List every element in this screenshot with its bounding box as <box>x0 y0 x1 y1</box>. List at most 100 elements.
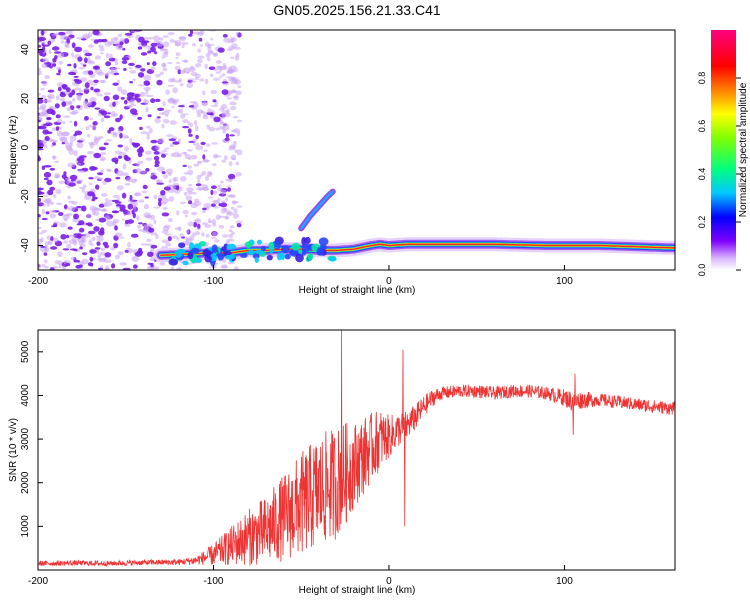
spectrogram-noise-cell <box>178 78 182 83</box>
spectrogram-noise-cell <box>202 210 206 214</box>
spectrogram-noise-cell <box>185 195 193 201</box>
spectrogram-noise-cell <box>116 204 122 207</box>
spectrogram-noise-cell <box>127 210 132 216</box>
spectrogram-noise-cell <box>230 56 235 59</box>
spectrogram-noise-cell <box>42 203 47 207</box>
spectrogram-noise-cell <box>105 214 110 219</box>
spectrogram-noise-cell <box>88 44 94 48</box>
spectrogram-noise-cell <box>79 246 83 250</box>
spectrogram-noise-cell <box>118 155 122 159</box>
spectrogram-noise-cell <box>108 199 113 202</box>
spectrogram-noise-cell <box>182 209 189 215</box>
spectrogram-noise-cell <box>200 141 206 146</box>
spectrogram-noise-cell <box>44 197 52 203</box>
spectrogram-noise-cell <box>128 160 132 164</box>
spectrogram-noise-cell <box>226 185 232 188</box>
spectrogram-noise-cell <box>167 31 175 36</box>
spectrogram-noise-cell <box>46 116 52 121</box>
spectrogram-noise-cell <box>221 159 227 163</box>
colorbar: 0.0 0.2 0.4 0.6 0.8 Normalized spectral ampl… <box>697 30 749 276</box>
spectrogram-noise-cell <box>150 244 158 249</box>
spectrogram-noise-cell <box>60 234 67 240</box>
spectrogram-noise-cell <box>57 86 62 92</box>
spectrogram-noise-cell <box>145 94 154 98</box>
spectrogram-noise-cell <box>38 92 42 96</box>
spectrogram-noise-cell <box>163 174 169 179</box>
spectrogram-noise-cell <box>201 101 208 107</box>
spectrogram-noise-cell <box>41 209 46 215</box>
spectrogram-noise-cell <box>204 224 212 228</box>
spectrogram-noise-cell <box>176 210 180 216</box>
spectrogram-noise-cell <box>161 202 167 205</box>
spectrogram-noise-cell <box>45 211 50 215</box>
spectrogram-noise-cell <box>162 51 169 58</box>
spectrogram-noise-cell <box>188 200 193 205</box>
spectrogram-noise-cell <box>65 87 71 93</box>
spectrogram-noise-cell <box>221 89 229 95</box>
spectrogram-noise-cell <box>129 138 133 144</box>
spectrogram-noise-cell <box>99 47 105 52</box>
spectrogram-noise-cell <box>145 157 153 161</box>
spectrogram-noise-cell <box>50 236 54 242</box>
spectrogram-noise-cell <box>111 157 119 163</box>
spectrogram-noise-cell <box>149 267 154 270</box>
spectrogram-noise-cell <box>154 160 160 166</box>
spectrogram-noise-cell <box>138 146 144 152</box>
spectrogram-noise-cell <box>161 171 166 175</box>
spectrogram-noise-cell <box>229 68 235 74</box>
spectrogram-noise-cell <box>141 190 147 194</box>
spectrogram-noise-cell <box>155 145 161 150</box>
spectrogram-noise-cell <box>59 222 67 228</box>
spectrogram-noise-cell <box>197 161 203 163</box>
spectrogram-noise-cell <box>161 212 170 217</box>
spectrogram-noise-cell <box>188 33 193 37</box>
spectrogram-noise-cell <box>227 173 236 180</box>
spectrogram-noise-cell <box>162 100 166 107</box>
spectrogram-hot-cell <box>202 249 212 257</box>
spectrogram-noise-cell <box>123 68 127 71</box>
spectrogram-noise-cell <box>157 138 165 144</box>
spectrogram-noise-cell <box>65 142 73 148</box>
spectrogram-noise-cell <box>90 83 98 86</box>
spectrogram-noise-cell <box>49 213 56 219</box>
spectrogram-noise-cell <box>59 92 66 98</box>
spectrogram-noise-cell <box>100 80 104 83</box>
spectrogram-noise-cell <box>197 223 201 229</box>
spectrogram-noise-cell <box>135 64 142 68</box>
spectrogram-noise-cell <box>234 55 240 61</box>
spectrogram-noise-cell <box>79 138 85 142</box>
spectrogram-noise-cell <box>74 130 83 136</box>
spectrogram-noise-cell <box>100 117 105 123</box>
spectrogram-noise-cell <box>193 201 202 207</box>
spectrogram-noise-cell <box>119 114 123 120</box>
spectrogram-noise-cell <box>46 179 53 186</box>
spectrogram-noise-cell <box>115 176 121 180</box>
spectrogram-noise-cell <box>222 265 229 269</box>
spectrogram-noise-cell <box>189 30 194 35</box>
spectrogram-hot-cell <box>195 257 202 263</box>
spectrogram-noise-cell <box>54 175 59 179</box>
spectrogram-noise-cell <box>205 233 210 238</box>
spectrogram-noise-cell <box>212 190 218 195</box>
spectrogram-noise-cell <box>104 267 110 270</box>
spectrogram-noise-cell <box>194 77 199 80</box>
spectrogram-hot-cell <box>272 240 282 248</box>
spectrogram-noise-cell <box>159 48 168 51</box>
spectrogram-noise-cell <box>129 194 133 201</box>
spectrogram-noise-cell <box>93 226 100 232</box>
spectrogram-noise-cell <box>201 90 206 95</box>
spectrogram-noise-cell <box>78 67 86 70</box>
spectrogram-noise-cell <box>150 139 158 144</box>
spectrogram-noise-cell <box>171 235 178 239</box>
spectrogram-noise-cell <box>156 182 164 185</box>
spectrogram-noise-cell <box>82 33 90 39</box>
spectrogram-noise-cell <box>150 232 158 236</box>
spectrogram-noise-cell <box>172 177 176 183</box>
spectrogram-noise-cell <box>67 162 76 168</box>
spectrogram-noise-cell <box>51 46 60 51</box>
spectrogram-noise-cell <box>160 190 166 196</box>
colorbar-gradient <box>711 30 736 270</box>
spectrogram-noise-cell <box>94 175 99 180</box>
spectrogram-noise-cell <box>74 87 82 91</box>
spectrogram-noise-cell <box>80 38 87 41</box>
